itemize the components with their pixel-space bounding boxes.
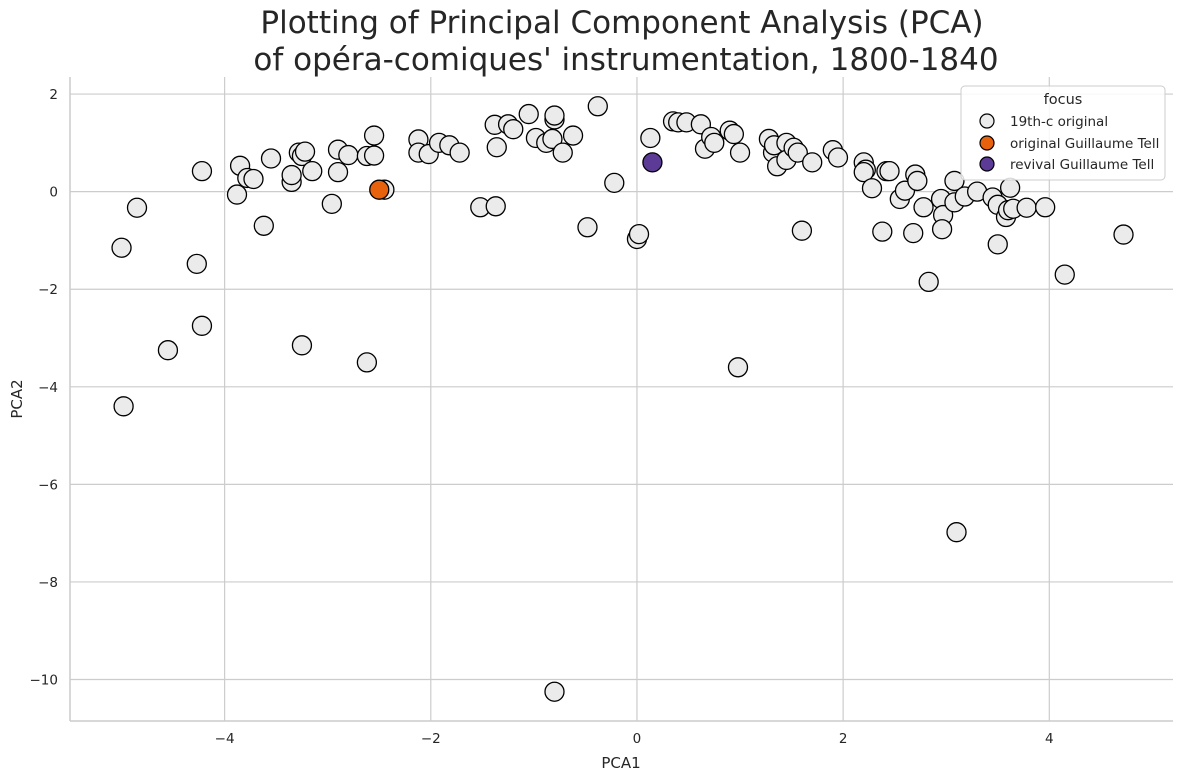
original-point: [449, 142, 470, 163]
y-tick-label: −2: [38, 282, 58, 298]
original-point: [729, 142, 751, 163]
legend-marker-original-guillaume-tell: [979, 135, 995, 151]
original-point: [853, 161, 874, 183]
original-point: [291, 335, 313, 356]
y-tick-label: 2: [49, 87, 58, 103]
original-point: [640, 127, 661, 149]
y-tick-label: −10: [30, 673, 59, 689]
legend: focus 19th-c original original Guillaume…: [960, 85, 1166, 181]
original-point: [727, 357, 749, 378]
y-tick-label: −8: [38, 575, 58, 591]
original-point: [628, 223, 650, 245]
legend-marker-original: [979, 113, 995, 129]
original-point: [544, 681, 565, 702]
original-point: [281, 164, 302, 186]
legend-label-revival-guillaume-tell: revival Guillaume Tell: [1010, 157, 1154, 173]
original-point: [126, 197, 148, 218]
original-point: [363, 125, 385, 146]
legend-label-original-guillaume-tell: original Guillaume Tell: [1010, 136, 1159, 152]
original-point: [704, 132, 725, 154]
original-point: [802, 152, 823, 173]
original-point: [503, 119, 524, 140]
original-point: [338, 144, 359, 166]
x-tick-label: −4: [215, 731, 235, 747]
original-point: [827, 147, 849, 168]
original-point: [327, 161, 349, 183]
x-tick-label: 2: [839, 731, 848, 747]
original-point: [113, 396, 134, 417]
original-point: [157, 340, 179, 361]
original-point: [302, 161, 323, 182]
x-tick-label: 4: [1045, 731, 1054, 747]
original-point: [486, 137, 507, 158]
legend-box: [960, 85, 1166, 181]
y-tick-label: −6: [38, 477, 58, 493]
y-axis-label: PCA2: [8, 379, 26, 418]
original-point: [1113, 224, 1134, 245]
original-point: [587, 96, 608, 117]
original-point: [191, 315, 213, 336]
x-tick-label: −2: [421, 731, 441, 747]
original-point: [999, 177, 1021, 198]
x-tick-label: 0: [633, 731, 642, 747]
original-point: [260, 148, 282, 169]
original-point: [243, 168, 264, 190]
original-point: [577, 217, 598, 238]
original-point: [294, 141, 316, 162]
original-point: [913, 197, 934, 218]
x-axis-label: PCA1: [601, 754, 640, 772]
original-point: [723, 123, 745, 145]
legend-marker-revival-guillaume-tell: [979, 156, 995, 172]
original-point: [226, 184, 248, 205]
original-point: [1054, 264, 1075, 285]
original-point: [544, 105, 565, 126]
original-point: [518, 103, 539, 125]
y-tick-label: −4: [38, 380, 58, 396]
original-point: [562, 125, 584, 146]
original-point: [791, 220, 813, 241]
original-point: [907, 170, 928, 192]
original-point: [253, 215, 274, 236]
original-point: [1016, 197, 1037, 218]
grid: [70, 77, 1173, 721]
original-point: [1035, 197, 1056, 218]
original-point: [111, 237, 132, 258]
original-point: [604, 172, 625, 194]
original-point: [542, 128, 563, 150]
original-point: [861, 178, 883, 199]
original-point: [552, 142, 573, 163]
original-point: [191, 161, 213, 182]
original-point: [931, 219, 953, 240]
original-point: [356, 352, 378, 373]
original-point: [872, 221, 893, 242]
chart-title-line-1: Plotting of Principal Component Analysis…: [260, 5, 983, 41]
y-tick-label: 0: [49, 185, 58, 201]
legend-title: focus: [1044, 92, 1083, 108]
original-point: [787, 142, 808, 163]
original-point: [903, 222, 924, 244]
original-point: [186, 253, 207, 275]
original-point: [363, 145, 385, 166]
original-point: [485, 196, 506, 217]
original-point: [987, 234, 1008, 255]
revival-guillaume-tell-point: [642, 152, 663, 173]
original-point: [879, 161, 900, 182]
original-point: [946, 522, 967, 543]
original-point: [918, 271, 939, 293]
data-points: [111, 96, 1134, 702]
tick-labels: −4 −2 0 2 4 2 0 −2 −4 −6 −8 −10: [30, 87, 1054, 747]
original-guillaume-tell-point: [369, 179, 390, 200]
original-point: [944, 170, 965, 192]
chart-title-line-2: of opéra-comiques' instrumentation, 1800…: [253, 42, 998, 78]
original-point: [321, 193, 342, 214]
legend-label-original: 19th-c original: [1010, 114, 1108, 130]
